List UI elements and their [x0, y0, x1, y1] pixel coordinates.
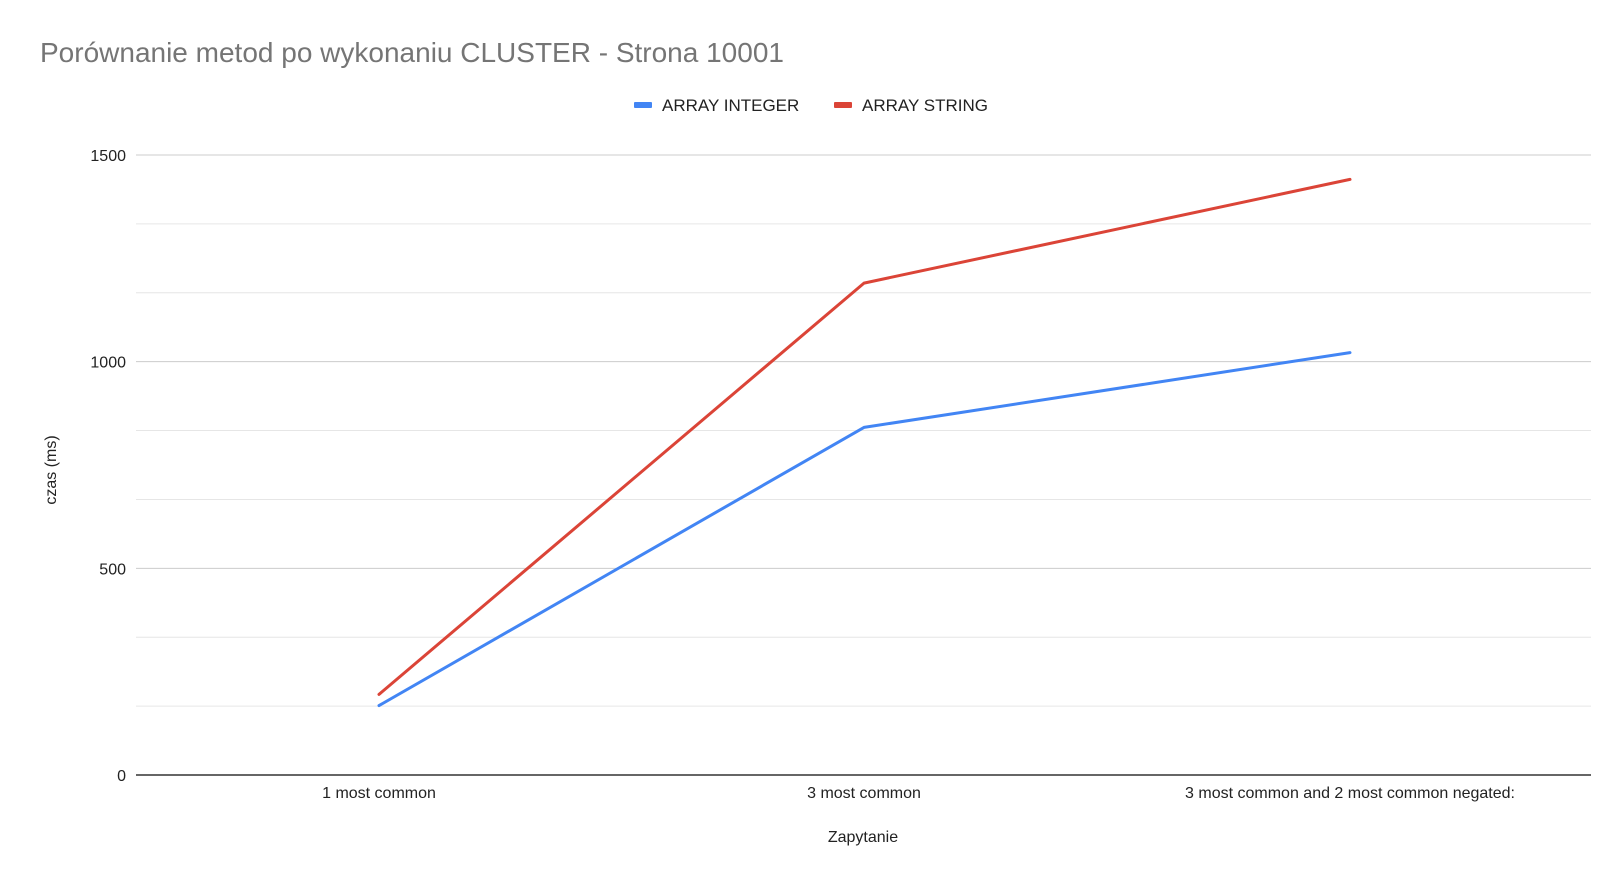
legend: ARRAY INTEGER ARRAY STRING — [634, 96, 988, 115]
x-axis-ticks: 1 most common 3 most common 3 most common … — [322, 785, 1515, 802]
x-tick-label: 3 most common and 2 most common negated: — [1185, 785, 1515, 802]
series-lines — [377, 177, 1352, 708]
y-tick-label: 0 — [117, 768, 126, 785]
gridlines — [136, 154, 1591, 707]
y-axis-ticks: 0 500 1000 1500 — [90, 148, 126, 785]
legend-label-array-integer: ARRAY INTEGER — [662, 96, 799, 115]
y-tick-label: 1500 — [90, 148, 126, 165]
series-line-array-integer[interactable] — [377, 351, 1352, 708]
x-tick-label: 1 most common — [322, 785, 436, 802]
legend-swatch-array-integer — [634, 102, 652, 108]
legend-item-array-string[interactable]: ARRAY STRING — [834, 96, 988, 115]
y-tick-label: 500 — [99, 561, 126, 578]
series-line-array-string[interactable] — [377, 177, 1352, 696]
x-tick-label: 3 most common — [807, 785, 921, 802]
legend-label-array-string: ARRAY STRING — [862, 96, 988, 115]
legend-swatch-array-string — [834, 102, 852, 108]
legend-item-array-integer[interactable]: ARRAY INTEGER — [634, 96, 799, 115]
chart-title: Porównanie metod po wykonaniu CLUSTER - … — [40, 37, 784, 68]
y-axis-label: czas (ms) — [43, 435, 60, 504]
y-tick-label: 1000 — [90, 355, 126, 372]
x-axis-label: Zapytanie — [828, 829, 898, 846]
